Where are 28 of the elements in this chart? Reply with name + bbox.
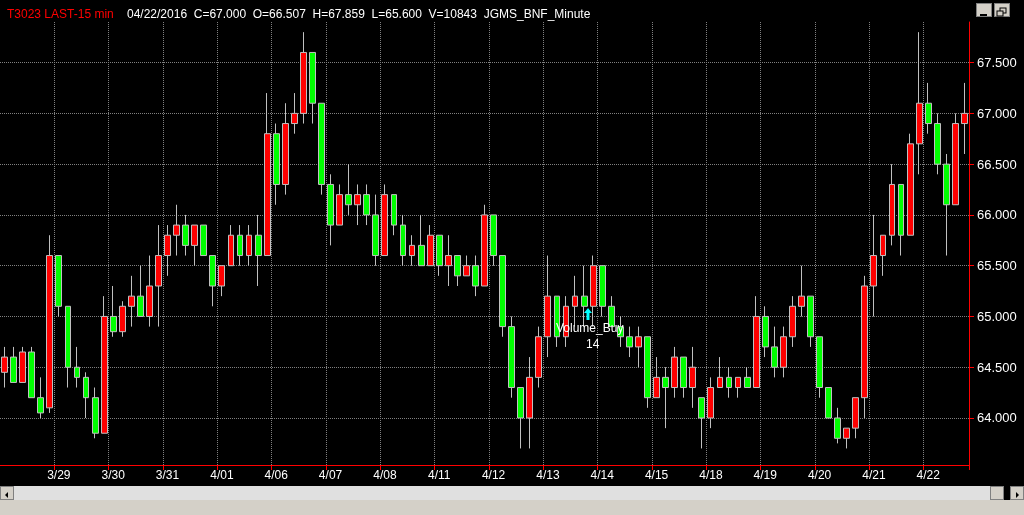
chart-title: T3023 LAST-15 min xyxy=(7,7,114,21)
y-tick-label: 64.500 xyxy=(977,359,1017,375)
y-tick-label: 66.000 xyxy=(977,207,1017,223)
x-tick-label: 4/15 xyxy=(644,468,669,482)
x-tick-label: 3/31 xyxy=(155,468,180,482)
x-tick-label: 4/01 xyxy=(210,468,234,482)
chart-subtitle: 04/22/2016 C=67.000 O=66.507 H=67.859 L=65.600 V=10843 JGMS_BNF_Minute xyxy=(127,7,591,21)
x-tick-label: 4/14 xyxy=(590,468,615,482)
x-tick-label: 3/30 xyxy=(101,468,126,482)
y-tick-label: 67.000 xyxy=(977,105,1017,121)
x-tick-label: 4/07 xyxy=(318,468,343,482)
x-tick-label: 3/29 xyxy=(47,468,71,482)
y-tick-label: 65.000 xyxy=(977,308,1017,324)
x-tick-label: 4/21 xyxy=(862,468,886,482)
x-tick-label: 4/22 xyxy=(916,468,941,482)
x-tick-label: 4/08 xyxy=(373,468,397,482)
y-tick-label: 65.500 xyxy=(977,258,1017,274)
x-tick-label: 4/13 xyxy=(536,468,560,482)
y-tick-label: 64.000 xyxy=(977,410,1017,426)
y-tick-label: 66.500 xyxy=(977,156,1017,172)
x-tick-label: 4/18 xyxy=(699,468,723,482)
y-tick-label: 67.500 xyxy=(977,55,1017,71)
x-tick-label: 4/12 xyxy=(481,468,506,482)
x-tick-label: 4/19 xyxy=(753,468,778,482)
x-tick-label: 4/06 xyxy=(264,468,289,482)
x-tick-label: 4/11 xyxy=(427,468,451,482)
x-tick-label: 4/20 xyxy=(807,468,832,482)
annotation: 14 xyxy=(586,337,600,351)
